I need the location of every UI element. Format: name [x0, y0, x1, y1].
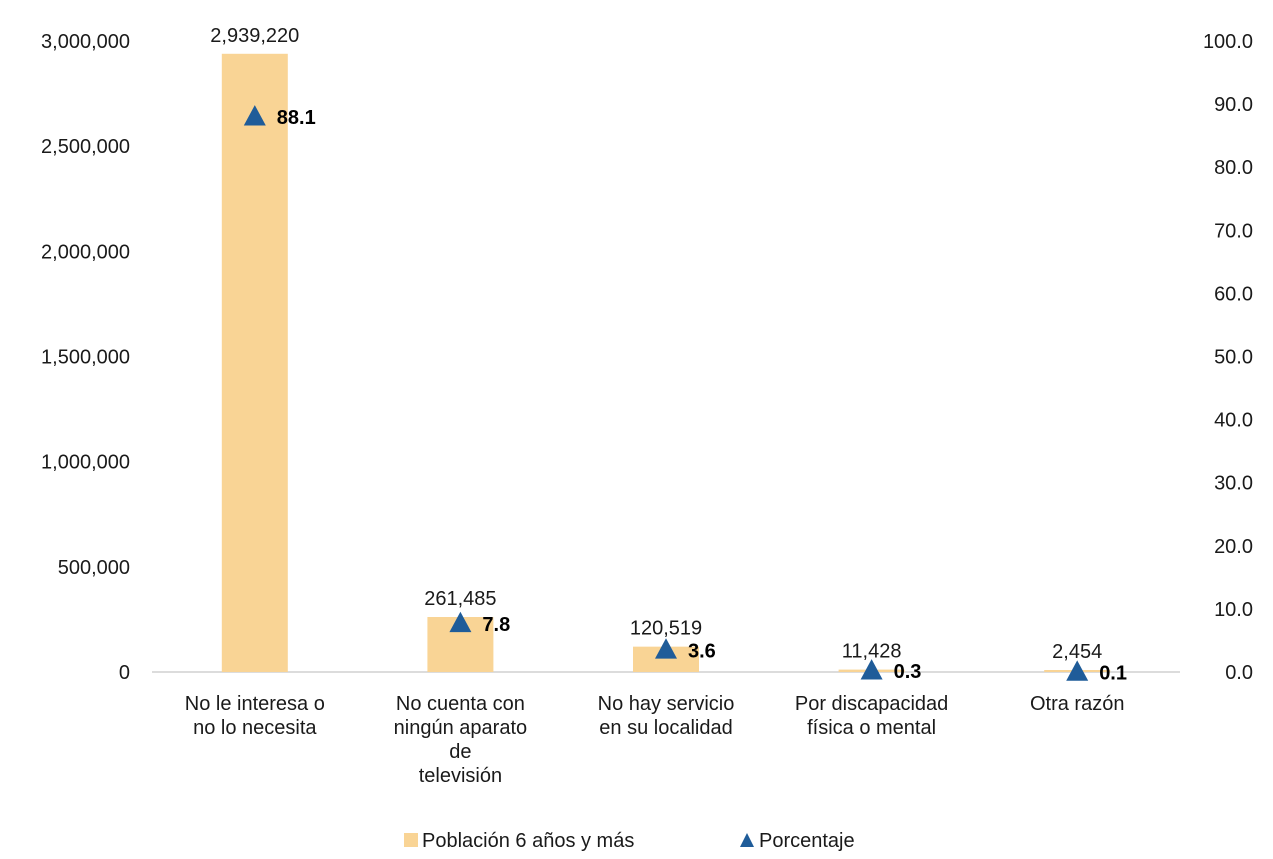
percentage-marker	[243, 105, 266, 126]
legend-label-percentage: Porcentaje	[759, 830, 855, 852]
percentage-marker	[860, 659, 883, 680]
legend: Población 6 años y más Porcentaje	[404, 830, 855, 852]
percentage-label: 7.8	[482, 614, 510, 636]
category-label: Por discapacidad física o mental	[795, 693, 948, 739]
left-tick-label: 0	[119, 662, 130, 684]
right-tick-label: 90.0	[1214, 94, 1253, 116]
left-tick-label: 500,000	[58, 557, 130, 579]
right-tick-label: 60.0	[1214, 283, 1253, 305]
percentage-markers	[243, 105, 1089, 681]
right-tick-label: 10.0	[1214, 599, 1253, 621]
category-label: No le interesa o no lo necesita	[185, 693, 325, 739]
bar-value-label: 261,485	[424, 588, 496, 610]
bar-value-label: 2,939,220	[210, 25, 299, 47]
left-tick-label: 3,000,000	[41, 31, 130, 53]
category-label: No hay servicio en su localidad	[598, 693, 735, 739]
bar	[221, 53, 288, 673]
percentage-label: 0.1	[1099, 662, 1127, 684]
percentage-labels: 88.1 7.8 3.6 0.3 0.1	[277, 107, 1127, 684]
right-tick-label: 100.0	[1203, 31, 1253, 53]
left-tick-label: 2,000,000	[41, 241, 130, 263]
right-tick-label: 0.0	[1225, 662, 1253, 684]
bar-value-label: 120,519	[630, 618, 702, 640]
right-tick-label: 70.0	[1214, 220, 1253, 242]
bars	[221, 53, 1111, 673]
bar-value-labels: 2,939,220 261,485 120,519 11,428 2,454	[210, 25, 1102, 663]
category-label: Otra razón	[1030, 693, 1124, 715]
percentage-marker	[655, 638, 677, 659]
right-tick-label: 40.0	[1214, 410, 1253, 432]
percentage-label: 3.6	[688, 640, 716, 662]
category-label: No cuenta con ningún aparato de televisión	[394, 693, 527, 787]
legend-label-bars: Población 6 años y más	[422, 830, 634, 852]
percentage-marker	[449, 611, 472, 633]
percentage-marker	[1066, 660, 1089, 681]
bar-value-label: 11,428	[842, 641, 902, 663]
percentage-label: 0.3	[894, 661, 922, 683]
legend-bar-swatch	[404, 833, 418, 847]
legend-triangle-icon	[740, 833, 754, 847]
left-tick-label: 1,500,000	[41, 347, 130, 369]
right-tick-label: 20.0	[1214, 536, 1253, 558]
right-tick-label: 30.0	[1214, 473, 1253, 495]
percentage-label: 88.1	[277, 107, 316, 129]
category-labels: No le interesa o no lo necesita No cuenta …	[185, 693, 1125, 787]
left-tick-label: 1,000,000	[41, 452, 130, 474]
right-tick-label: 50.0	[1214, 347, 1253, 369]
right-axis-ticks: 0.0 10.0 20.0 30.0 40.0 50.0 60.0 70.0 80.0 90.0 1…	[1203, 31, 1253, 684]
bar-value-label: 2,454	[1052, 641, 1102, 663]
left-tick-label: 2,500,000	[41, 136, 130, 158]
right-tick-label: 80.0	[1214, 157, 1253, 179]
left-axis-ticks: 0 500,000 1,000,000 1,500,000 2,000,000 2,500…	[41, 31, 130, 684]
